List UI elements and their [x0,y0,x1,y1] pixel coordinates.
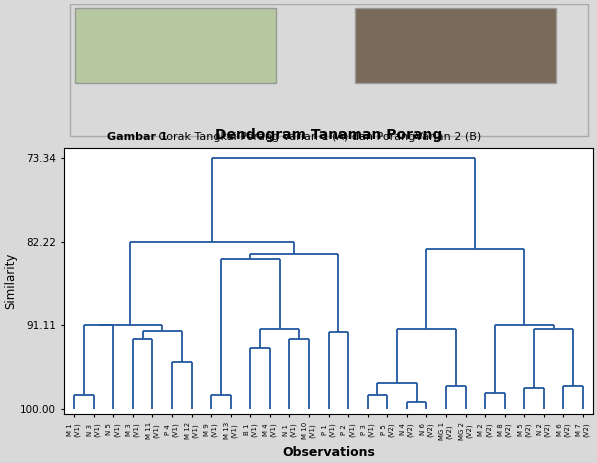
Y-axis label: Similarity: Similarity [4,252,17,309]
Text: Gambar 1: Gambar 1 [106,132,167,142]
Text: Corak Tangkai Porang Varian 1 (A) dan PorangVarian 2 (B): Corak Tangkai Porang Varian 1 (A) dan Po… [155,132,481,142]
X-axis label: Observations: Observations [282,446,375,459]
Bar [355,8,556,83]
Bar [75,8,276,83]
Title: Dendogram Tanaman Porang: Dendogram Tanaman Porang [215,128,442,142]
